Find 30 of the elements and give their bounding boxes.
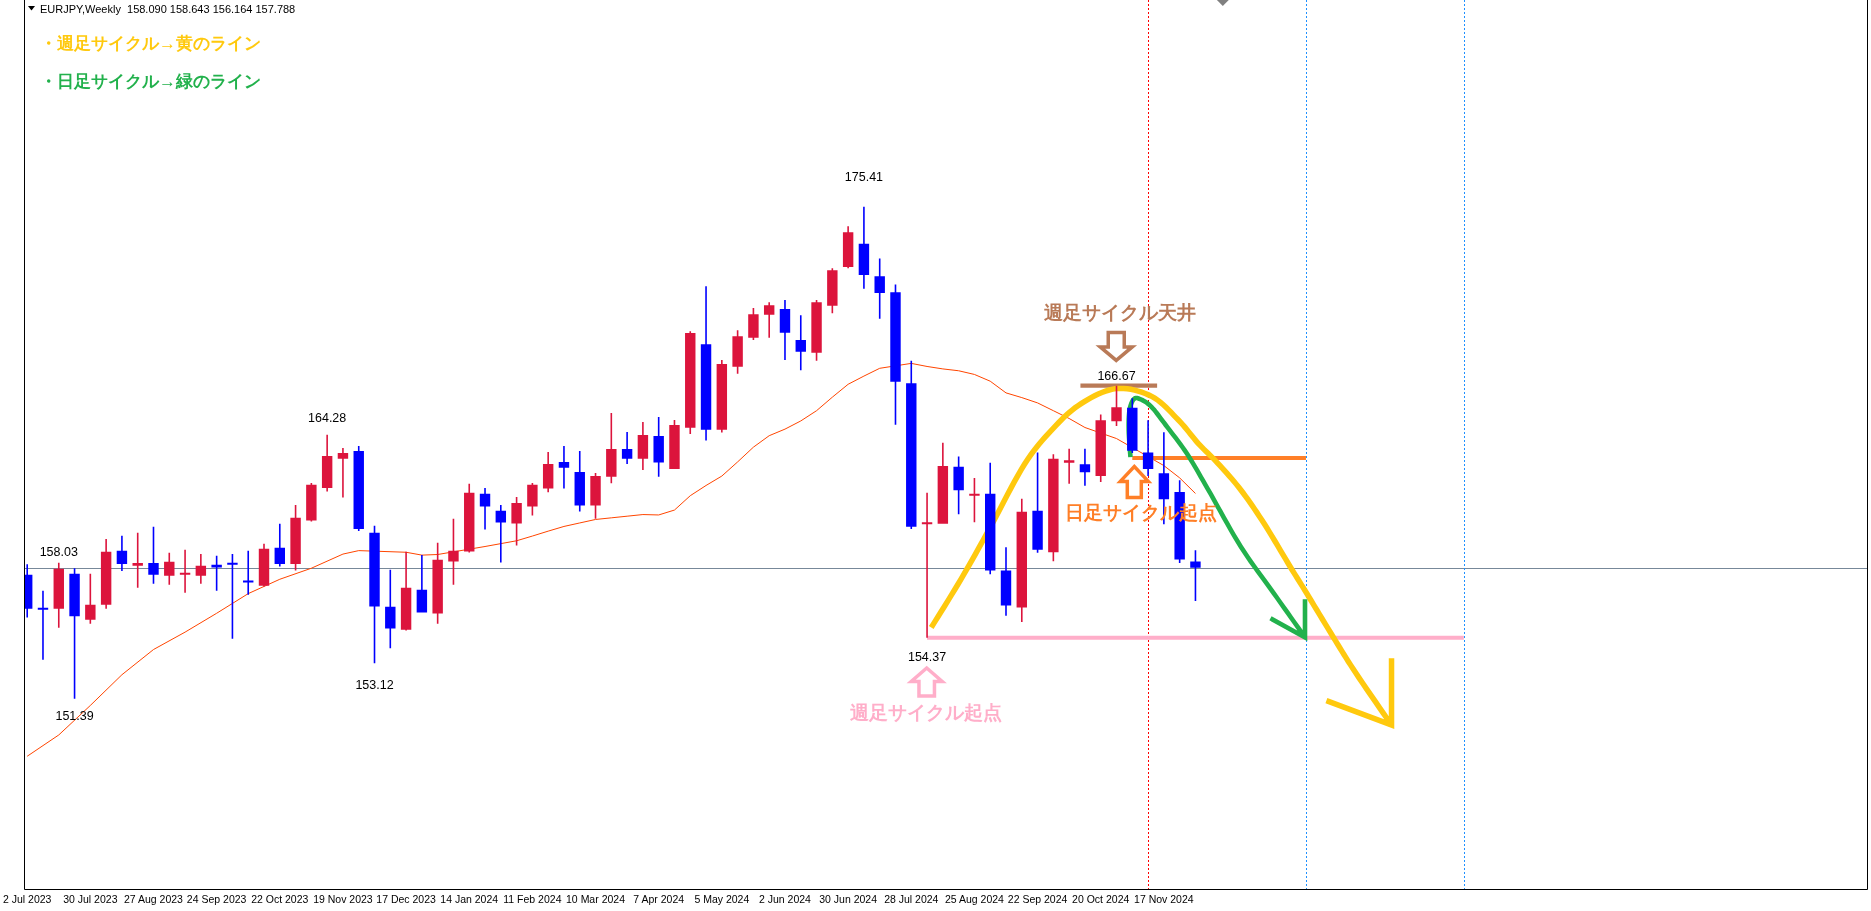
chart-title: EURJPY,Weekly 158.090 158.643 156.164 157.788 (40, 3, 296, 15)
x-tick-label: 27 Aug 2023 (124, 893, 184, 905)
x-tick-label: 2 Jun 2024 (759, 893, 812, 905)
x-tick-label: 19 Nov 2023 (313, 893, 373, 905)
x-tick-label: 17 Dec 2023 (376, 893, 437, 905)
annotation: 153.12 (355, 677, 394, 692)
x-tick-label: 20 Oct 2024 (1072, 893, 1130, 905)
annotation: 158.03 (39, 545, 78, 560)
x-tick-label: 22 Oct 2023 (251, 893, 309, 905)
annotation: 週足サイクル天井 (1042, 302, 1196, 323)
x-tick-label: 7 Apr 2024 (633, 893, 685, 905)
x-tick-label: 17 Nov 2024 (1134, 893, 1194, 905)
annotation: 154.37 (907, 649, 947, 664)
annotation: ・週足サイクル→黄のライン (40, 33, 261, 53)
x-tick-label: 25 Aug 2024 (944, 893, 1005, 905)
x-tick-label: 30 Jun 2024 (819, 893, 878, 905)
annotation: 週足サイクル起点 (848, 702, 1002, 723)
x-tick-label: 11 Feb 2024 (503, 893, 562, 905)
annotation: 175.41 (844, 170, 884, 185)
annotation: 166.67 (1097, 369, 1136, 384)
annotation: ・日足サイクル→緑のライン (40, 71, 261, 91)
x-tick-label: 30 Jul 2023 (63, 893, 118, 905)
x-tick-label: 22 Sep 2024 (1007, 893, 1068, 905)
x-tick-label: 5 May 2024 (694, 893, 750, 905)
x-tick-label: 28 Jul 2024 (884, 893, 939, 905)
x-tick-label: 14 Jan 2024 (440, 893, 499, 905)
x-tick-label: 10 Mar 2024 (566, 893, 626, 905)
x-tick-label: 24 Sep 2023 (186, 893, 247, 905)
x-tick-label: 2 Jul 2023 (2, 893, 52, 905)
annotation: 164.28 (308, 411, 347, 426)
